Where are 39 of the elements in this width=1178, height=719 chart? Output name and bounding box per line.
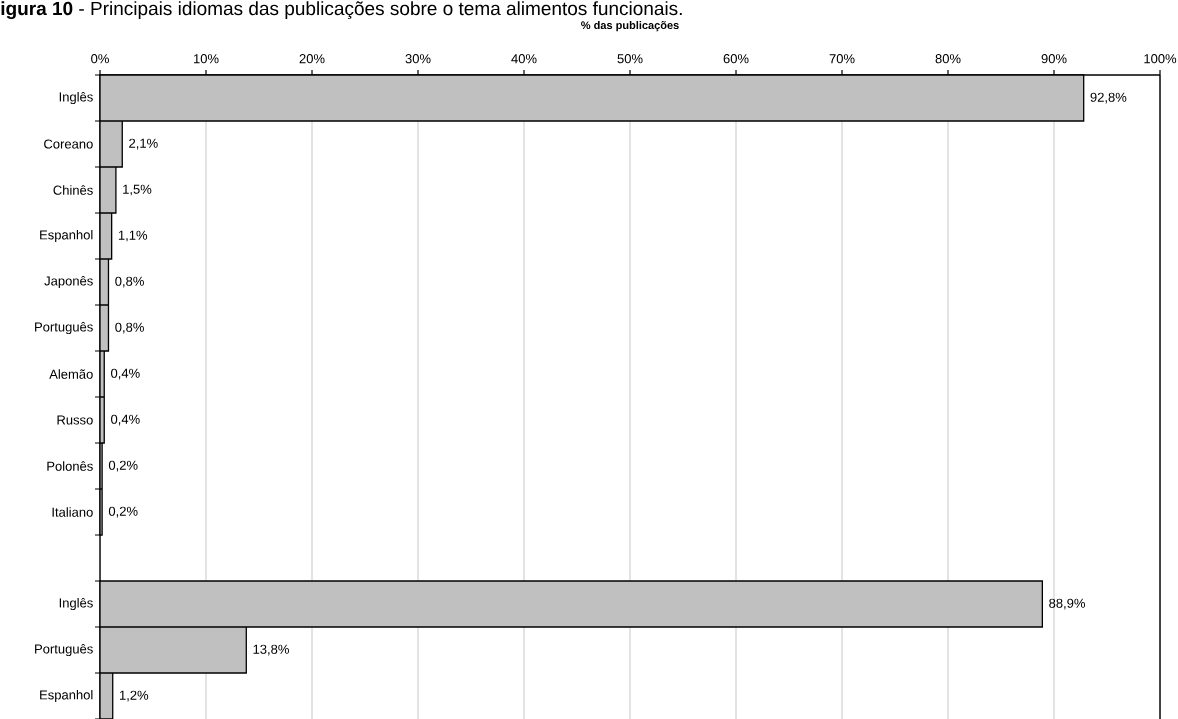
y-tick-label: Inglês xyxy=(59,597,93,611)
x-tick-label: 60% xyxy=(723,54,749,64)
x-tick-label: 100% xyxy=(1144,54,1177,64)
data-label: 92,8% xyxy=(1090,92,1127,104)
data-label: 0,2% xyxy=(108,460,138,472)
y-tick-label: Português xyxy=(35,643,93,657)
y-tick-label: Espanhol xyxy=(40,689,93,703)
x-tick-label: 10% xyxy=(193,54,219,64)
y-tick-label: Espanhol xyxy=(40,229,93,243)
x-tick-label: 50% xyxy=(617,54,643,64)
data-label: 0,4% xyxy=(111,414,140,426)
x-tick-label: 80% xyxy=(935,54,961,64)
y-tick-label: Chinês xyxy=(53,185,93,195)
data-label: 1,1% xyxy=(118,230,148,242)
y-tick-label: Inglês xyxy=(59,91,93,105)
x-tick-label: 30% xyxy=(405,54,431,64)
data-label: 1,5% xyxy=(123,184,152,196)
data-label: 0,4% xyxy=(111,368,140,380)
x-tick-label: 90% xyxy=(1041,54,1067,64)
y-tick-label: Alemão xyxy=(49,369,93,379)
x-tick-label: 40% xyxy=(511,54,537,64)
x-tick-label: 20% xyxy=(299,54,325,64)
data-label: 0,8% xyxy=(115,276,144,288)
data-label: 88,9% xyxy=(1049,598,1086,610)
y-tick-label: Coreano xyxy=(44,139,93,149)
y-tick-label: Russo xyxy=(57,415,93,425)
y-tick-label: Polonês xyxy=(47,461,93,471)
data-label: 0,2% xyxy=(108,506,138,518)
x-axis-title: % das publicações xyxy=(581,21,679,32)
y-tick-label: Japonês xyxy=(44,275,93,289)
y-tick-label: Italiano xyxy=(52,507,93,517)
x-tick-label: 0% xyxy=(91,54,109,64)
chart-title: igura 10 - Principais idiomas das publicações sobre o tema alimentos funcionais. xyxy=(1,1,682,20)
data-label: 13,8% xyxy=(253,644,289,656)
data-label: 2,1% xyxy=(129,138,158,150)
data-label: 1,2% xyxy=(119,690,149,702)
x-tick-label: 70% xyxy=(829,54,855,64)
data-label: 0,8% xyxy=(115,322,144,334)
y-tick-label: Português xyxy=(35,321,93,335)
